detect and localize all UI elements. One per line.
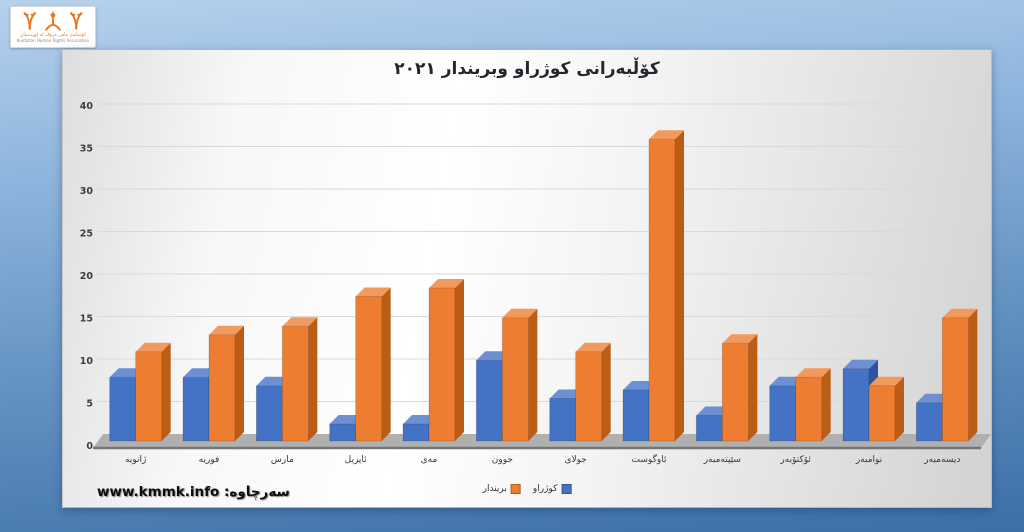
bar-injured	[501, 308, 538, 442]
legend-swatch-icon	[561, 484, 572, 494]
legend-label: کوژراو	[532, 484, 558, 494]
y-axis-label: 15	[80, 314, 93, 325]
legend-item-killed: کوژراو	[532, 484, 572, 494]
chart-floor	[93, 434, 991, 448]
y-axis-label: 20	[80, 271, 94, 282]
y-axis-label: 30	[80, 186, 94, 197]
x-axis-label: فوریه	[199, 455, 220, 465]
x-axis-label: ئۆکتۆبەر	[779, 455, 811, 465]
x-axis-label: جولای	[564, 455, 586, 465]
chart-panel: کۆڵبەرانی کوژراو وبریندار ٢٠٢١ 0 5 10 15 20 2…	[62, 49, 992, 508]
bar-injured	[355, 287, 391, 442]
bar-injured	[208, 325, 244, 442]
chart-title: کۆڵبەرانی کوژراو وبریندار ٢٠٢١	[394, 59, 660, 79]
org-name-kurdish: کۆمەڵەی مافی مرۆڤ لە کوردستان	[20, 33, 86, 39]
x-axis-label: ئاپریل	[345, 455, 368, 465]
y-axis-label: 40	[80, 101, 94, 112]
bar-injured	[721, 334, 758, 442]
source-note: سەرچاوە: www.kmmk.info	[97, 484, 290, 500]
x-axis-label: مارس	[271, 455, 294, 465]
x-axis-label: جوون	[492, 455, 513, 465]
bar-injured	[868, 376, 904, 442]
x-axis-label: سێپتەمبەر	[703, 455, 741, 465]
bar-injured	[135, 342, 171, 442]
chart-legend: کوژراو بریندار	[483, 484, 572, 494]
bar-injured	[941, 308, 978, 442]
y-axis-label: 35	[80, 144, 93, 155]
org-logo-emblem-icon	[23, 11, 83, 31]
bar-injured	[795, 368, 831, 442]
x-axis-label: ئاوگوست	[632, 453, 667, 465]
bar-injured	[281, 317, 318, 442]
y-axis-label: 25	[80, 229, 93, 240]
org-name-english: Kurdistan Human Rights Association	[16, 38, 90, 44]
bar-injured	[648, 130, 684, 442]
x-axis-label: نوامبەر	[855, 455, 882, 465]
y-axis-label: 5	[86, 399, 93, 410]
legend-label: بریندار	[482, 484, 507, 494]
org-logo: کۆمەڵەی مافی مرۆڤ لە کوردستان Kurdistan …	[10, 6, 96, 48]
x-axis-label: مەی	[421, 455, 438, 465]
legend-item-injured: بریندار	[483, 484, 521, 494]
y-axis-label: 0	[86, 441, 93, 452]
column-chart: 0 5 10 15 20 25 30 35 40 ژانویه فوریه مارس ئاپریل مەی…	[80, 101, 991, 465]
bar-injured	[428, 279, 464, 442]
y-axis-label: 10	[80, 356, 94, 367]
bar-injured	[575, 342, 611, 442]
x-axis-label: دیسەمبەر	[923, 455, 960, 465]
x-axis-label: ژانویه	[125, 455, 146, 465]
legend-swatch-icon	[510, 484, 521, 494]
